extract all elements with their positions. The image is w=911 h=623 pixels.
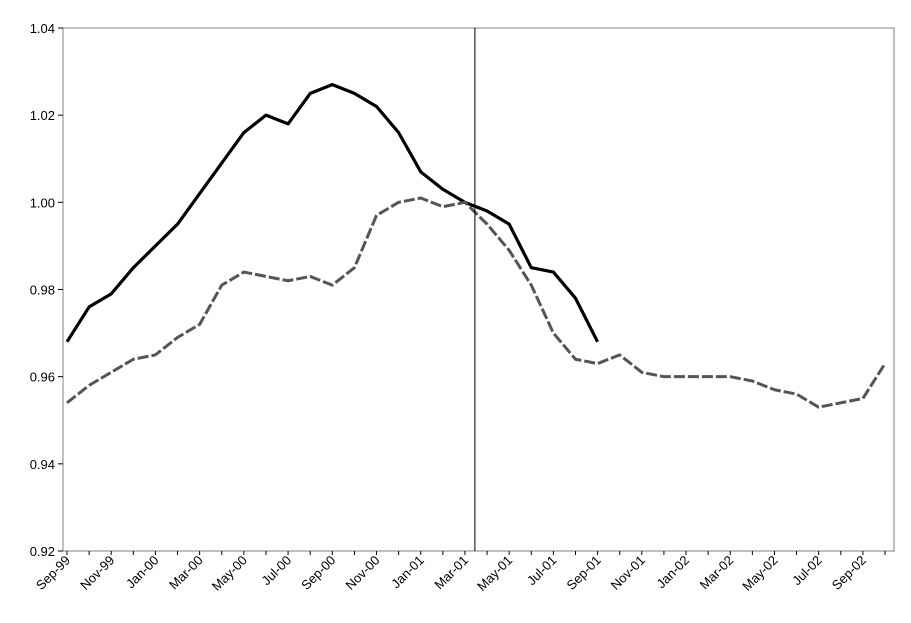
y-tick-label: 0.96 [30,370,55,385]
x-tick-label: May-01 [474,553,515,594]
x-tick-label: Nov-99 [77,553,117,593]
plot-area [62,27,895,552]
x-tick-label: Sep-01 [563,553,603,593]
y-tick-label: 1.04 [30,21,55,36]
series-layer [65,83,887,409]
x-tick-label: May-02 [739,553,780,594]
x-tick-label: Nov-01 [608,553,648,593]
x-tick-label: Nov-00 [342,553,382,593]
x-tick-label: Mar-01 [431,553,471,593]
x-tick-label: Mar-02 [697,553,737,593]
series-line-2 [66,196,887,409]
x-tick-label: Mar-00 [166,553,206,593]
y-tick-label: 0.94 [30,457,55,472]
x-tick-label: Jul-02 [789,553,825,589]
x-tick-label: Jul-00 [259,553,295,589]
x-tick-label: Jan-02 [653,553,692,592]
x-tick-label: May-00 [209,553,250,594]
series-line-1 [65,83,600,343]
y-tick-label: 1.02 [30,108,55,123]
x-tick-label: Sep-02 [829,553,869,593]
x-tick-label: Jan-01 [388,553,427,592]
y-axis: 0.92 0.94 0.96 0.98 1.00 1.02 1.04 [30,21,63,559]
y-tick-label: 1.00 [30,195,55,210]
x-tick-label: Sep-00 [298,553,338,593]
y-tick-label: 0.98 [30,283,55,298]
x-tick-label: Jan-00 [123,553,162,592]
y-tick-label: 0.92 [30,544,55,559]
x-axis: Sep-99 Nov-99 Jan-00 Mar-00 May-00 Jul-00 Sep-… [33,551,886,594]
x-tick-label: Jul-01 [524,553,560,589]
